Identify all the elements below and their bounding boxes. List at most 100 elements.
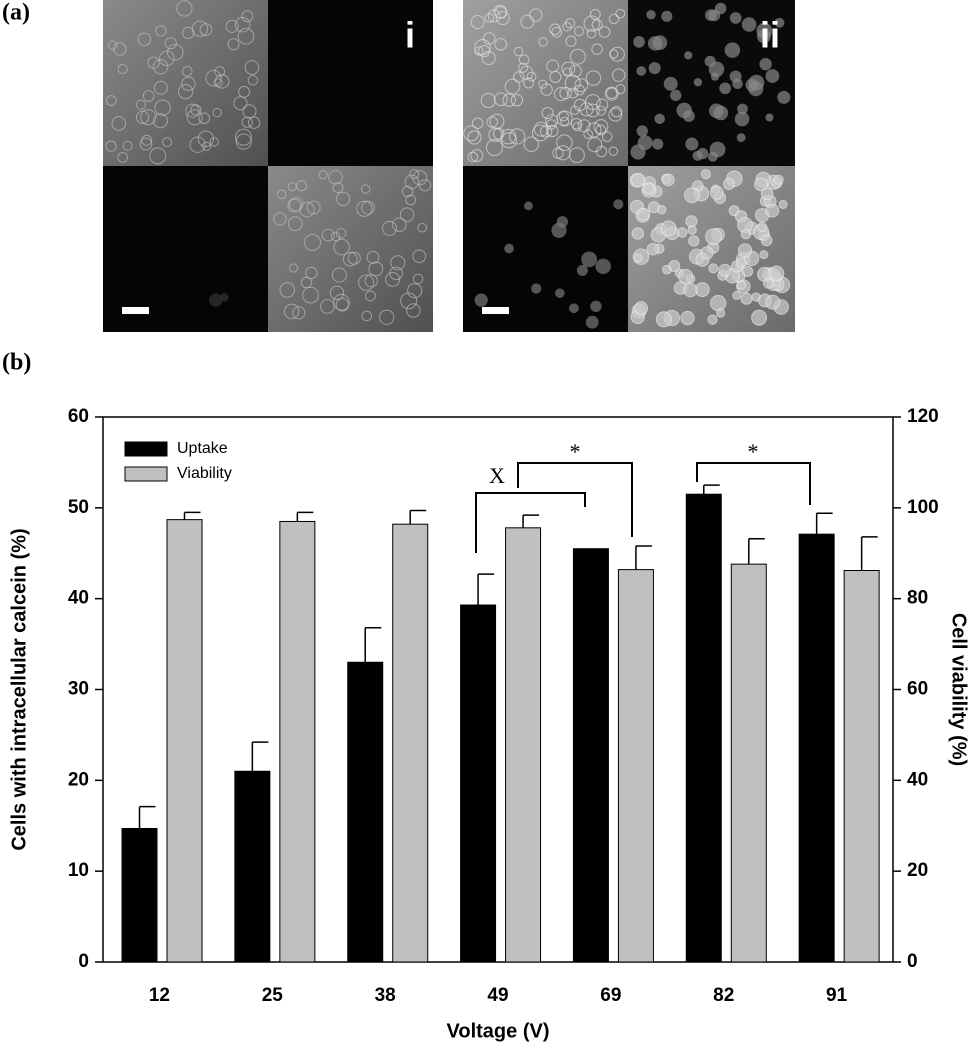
cell bbox=[757, 222, 768, 232]
cell bbox=[646, 242, 660, 256]
bar bbox=[798, 533, 835, 963]
cell bbox=[412, 249, 427, 264]
cell bbox=[765, 294, 781, 310]
cell bbox=[718, 263, 732, 277]
error-bar bbox=[703, 484, 720, 495]
cell bbox=[763, 277, 774, 289]
cell bbox=[609, 46, 625, 62]
cell bbox=[736, 133, 746, 143]
cell bbox=[149, 147, 167, 165]
cell bbox=[700, 169, 711, 180]
cell bbox=[189, 136, 206, 153]
cell bbox=[141, 134, 153, 146]
cell bbox=[590, 300, 602, 313]
cell bbox=[700, 246, 714, 260]
cell bbox=[379, 309, 395, 325]
cell bbox=[552, 147, 564, 159]
cell bbox=[122, 140, 133, 151]
cell bbox=[569, 48, 586, 65]
legend-swatch bbox=[124, 466, 168, 482]
cell bbox=[404, 174, 420, 190]
cell bbox=[105, 140, 117, 152]
micrographs bbox=[103, 0, 795, 332]
cell bbox=[154, 99, 171, 116]
cell bbox=[283, 303, 300, 320]
y2-axis-title: Cell viability (%) bbox=[948, 613, 970, 766]
y-tick-label: 10 bbox=[68, 860, 89, 881]
cell bbox=[208, 293, 223, 307]
micrograph bbox=[268, 0, 433, 166]
legend-swatch bbox=[124, 441, 168, 457]
cell bbox=[558, 111, 569, 122]
cell bbox=[647, 36, 663, 51]
cell bbox=[504, 243, 514, 254]
cell bbox=[736, 280, 747, 291]
cell bbox=[481, 50, 496, 66]
legend-label: Uptake bbox=[177, 440, 228, 457]
bar bbox=[121, 827, 158, 963]
bar bbox=[730, 563, 767, 963]
cell bbox=[488, 127, 503, 142]
cell bbox=[740, 228, 752, 240]
cell bbox=[754, 177, 768, 192]
cell bbox=[631, 227, 645, 240]
cell bbox=[737, 243, 753, 258]
micrograph bbox=[463, 0, 628, 166]
cell bbox=[335, 228, 347, 239]
cell bbox=[186, 109, 203, 126]
cell bbox=[524, 201, 533, 211]
cell bbox=[244, 60, 260, 75]
cell bbox=[361, 310, 373, 322]
cell bbox=[406, 303, 421, 318]
cell bbox=[546, 124, 559, 138]
cell bbox=[482, 32, 496, 45]
cell bbox=[572, 122, 582, 132]
cell bbox=[668, 260, 681, 272]
cell bbox=[719, 82, 732, 95]
significance-brackets bbox=[475, 462, 811, 553]
cell bbox=[595, 258, 611, 275]
cell bbox=[247, 116, 261, 129]
cell bbox=[555, 288, 565, 298]
y2-tick-label: 0 bbox=[907, 951, 918, 972]
cell bbox=[405, 194, 417, 206]
cell bbox=[467, 130, 482, 145]
cell bbox=[723, 178, 735, 191]
cell bbox=[586, 28, 597, 39]
cell bbox=[495, 10, 510, 26]
cell bbox=[705, 9, 717, 22]
cell bbox=[551, 222, 567, 239]
panel-label: ii bbox=[760, 15, 780, 56]
cell bbox=[153, 80, 168, 95]
cell bbox=[531, 283, 542, 294]
cell bbox=[142, 90, 155, 102]
cell bbox=[342, 251, 358, 267]
cell bbox=[768, 265, 785, 282]
y2-tick-label: 120 bbox=[907, 406, 939, 427]
plot-frame bbox=[102, 416, 894, 963]
cell bbox=[583, 15, 600, 32]
cell bbox=[390, 255, 406, 271]
cell bbox=[678, 268, 694, 284]
cell bbox=[662, 173, 675, 187]
cell bbox=[615, 84, 626, 95]
cell bbox=[335, 191, 351, 207]
cell bbox=[533, 121, 549, 137]
cell bbox=[247, 75, 259, 86]
error-bar bbox=[860, 536, 878, 571]
cell bbox=[241, 10, 254, 23]
cell bbox=[637, 207, 651, 221]
error-bar bbox=[251, 741, 269, 772]
cell bbox=[233, 96, 248, 111]
cell bbox=[567, 87, 579, 99]
cell bbox=[751, 309, 768, 326]
cell bbox=[583, 129, 593, 139]
cell bbox=[467, 151, 479, 163]
cell bbox=[570, 118, 583, 130]
bar bbox=[347, 661, 384, 963]
cell bbox=[569, 303, 579, 314]
cell bbox=[608, 13, 620, 25]
cell bbox=[213, 78, 223, 88]
cell bbox=[714, 2, 727, 15]
